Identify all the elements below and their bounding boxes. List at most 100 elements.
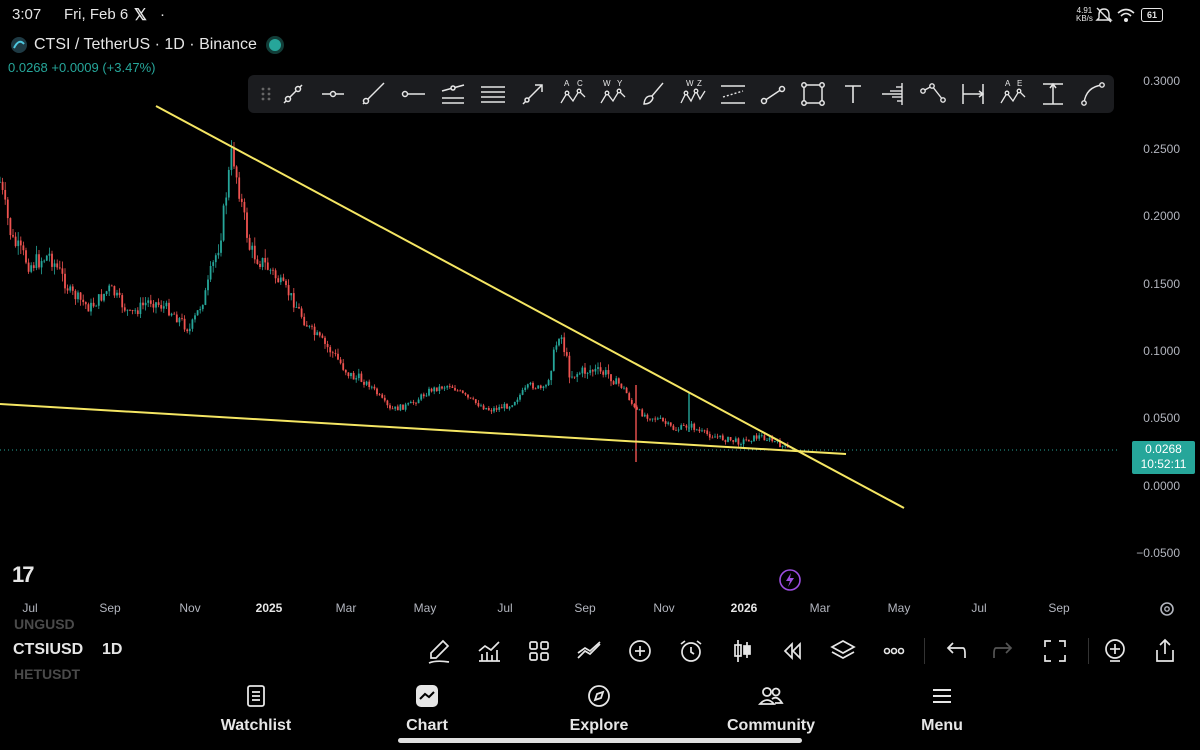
candle-body — [69, 286, 72, 291]
replay-icon[interactable] — [777, 636, 807, 666]
candle-body — [610, 374, 612, 382]
x-tick: Mar — [335, 601, 357, 615]
home-indicator[interactable] — [398, 738, 802, 743]
candle-body — [287, 285, 290, 296]
horizontal-lines-icon[interactable] — [478, 79, 508, 109]
grip-handle-icon[interactable] — [252, 79, 282, 109]
ray-icon[interactable] — [358, 79, 388, 109]
candle-body — [672, 425, 675, 430]
price-chart[interactable] — [0, 30, 1120, 600]
candles-icon[interactable] — [727, 636, 757, 666]
candle-body — [758, 435, 761, 439]
candle-body — [103, 293, 105, 301]
candle-body — [105, 291, 108, 294]
brush-icon[interactable] — [638, 79, 668, 109]
candle-body — [625, 387, 628, 394]
parallel-channel-icon[interactable] — [438, 79, 468, 109]
candle-body — [638, 409, 641, 411]
info-line-icon[interactable] — [758, 79, 788, 109]
candle-body — [97, 294, 100, 306]
regression-trend-icon[interactable] — [718, 79, 748, 109]
candle-body — [394, 406, 397, 409]
candle-body — [407, 403, 410, 405]
candle-body — [225, 197, 228, 206]
candle-body — [113, 286, 116, 296]
candle-body — [680, 425, 683, 430]
candle-body — [308, 325, 311, 327]
fullscreen-icon[interactable] — [1040, 636, 1070, 666]
candle-body — [745, 439, 748, 441]
templates-icon[interactable] — [524, 636, 554, 666]
redo-icon[interactable] — [990, 636, 1020, 666]
nav-community[interactable]: Community — [711, 684, 831, 735]
candle-body — [441, 386, 443, 389]
alert-icon[interactable] — [676, 636, 706, 666]
price-change: +0.0009 (+3.47%) — [51, 60, 156, 75]
symbol-header[interactable]: CTSI / TetherUS · 1D · Binance — [10, 36, 281, 54]
candle-body — [285, 280, 287, 286]
arrow-icon[interactable] — [518, 79, 548, 109]
lightning-icon[interactable] — [779, 569, 801, 591]
candle-body — [168, 302, 170, 316]
support-trendline[interactable] — [0, 403, 847, 455]
text-icon[interactable] — [838, 79, 868, 109]
candle-body — [139, 302, 142, 315]
add-layout-icon[interactable] — [1100, 636, 1130, 666]
volume-profile-icon[interactable] — [878, 79, 908, 109]
next-symbol[interactable]: HETUSDT — [14, 666, 81, 680]
toolbar-separator — [924, 638, 925, 664]
candle-body — [771, 437, 774, 442]
pencil-icon[interactable] — [424, 636, 454, 666]
horizontal-line-icon[interactable] — [398, 79, 428, 109]
nav-chart[interactable]: Chart — [367, 684, 487, 735]
candle-body — [547, 380, 550, 386]
candle-body — [578, 373, 581, 375]
wxyxz-pattern-icon[interactable]: W Z — [678, 79, 708, 109]
rectangle-icon[interactable] — [798, 79, 828, 109]
svg-text:Z: Z — [697, 79, 702, 88]
add-icon[interactable] — [625, 636, 655, 666]
current-symbol[interactable]: CTSIUSD — [13, 641, 84, 658]
candle-body — [347, 372, 350, 377]
symbol-switcher[interactable]: UNGUSD HETUSDT — [12, 618, 102, 680]
candle-body — [404, 404, 407, 410]
candle-body — [732, 440, 735, 442]
candle-body — [376, 388, 378, 395]
candle-body — [19, 240, 22, 246]
price-range-icon[interactable] — [1038, 79, 1068, 109]
abcd-pattern-icon[interactable]: A C — [558, 79, 588, 109]
candle-body — [480, 405, 482, 407]
status-bar: 3:07 Fri, Feb 6 𝕏 · 4.91 KB/s 61 — [0, 0, 1200, 30]
prev-symbol[interactable]: UNGUSD — [14, 618, 75, 632]
x-tick: May — [413, 601, 437, 615]
undo-icon[interactable] — [939, 636, 969, 666]
nav-explore[interactable]: Explore — [539, 684, 659, 735]
path-icon[interactable] — [918, 79, 948, 109]
layers-icon[interactable] — [828, 636, 858, 666]
candle-body — [194, 315, 196, 320]
candle-body — [74, 290, 77, 300]
drawing-toolbar[interactable]: A C W Y W Z A E — [248, 75, 1114, 113]
interval-button[interactable]: 1D — [102, 641, 123, 658]
date-range-icon[interactable] — [958, 79, 988, 109]
ae-pattern-icon[interactable]: A E — [998, 79, 1028, 109]
horizontal-ray-icon[interactable] — [318, 79, 348, 109]
compare-icon[interactable] — [574, 636, 604, 666]
x-tick: 2026 — [730, 601, 758, 615]
candle-body — [240, 198, 243, 202]
indicators-icon[interactable] — [474, 636, 504, 666]
trend-line-icon[interactable] — [278, 79, 308, 109]
share-icon[interactable] — [1150, 636, 1180, 666]
nav-menu[interactable]: Menu — [882, 684, 1002, 735]
curve-icon[interactable] — [1078, 79, 1108, 109]
candle-body — [482, 405, 485, 410]
chart-settings-icon[interactable] — [1158, 600, 1176, 618]
candle-body — [493, 408, 495, 412]
candle-body — [737, 438, 740, 445]
candle-body — [214, 255, 217, 263]
descending-trendline[interactable] — [155, 105, 905, 509]
wxy-pattern-icon[interactable]: W Y — [598, 79, 628, 109]
more-icon[interactable] — [879, 636, 909, 666]
nav-watchlist[interactable]: Watchlist — [196, 684, 316, 735]
bar-countdown: 10:52:11 — [1140, 457, 1187, 471]
